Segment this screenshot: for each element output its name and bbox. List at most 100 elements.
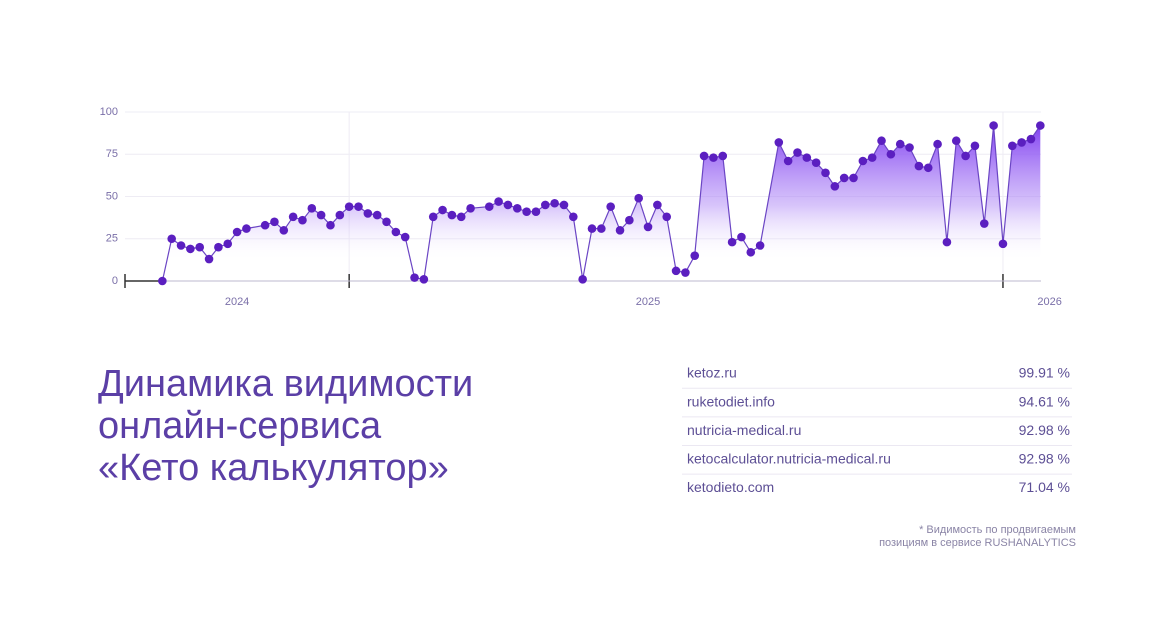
- point: [923, 163, 933, 173]
- point: [961, 151, 970, 161]
- point: [288, 212, 298, 222]
- point: [783, 156, 793, 166]
- point: [979, 219, 989, 228]
- point: [512, 204, 522, 213]
- point: [503, 200, 513, 210]
- heading-line: «Кето калькулятор»: [98, 447, 449, 489]
- site-name: ruketodiet.info: [687, 393, 775, 409]
- point: [410, 273, 419, 282]
- point: [232, 227, 242, 237]
- point: [307, 204, 317, 213]
- point: [344, 202, 354, 211]
- y-tick-label: 75: [106, 148, 118, 160]
- x-tick-label: 2024: [225, 296, 249, 308]
- point: [298, 215, 307, 225]
- y-tick-label: 50: [106, 190, 118, 202]
- point: [793, 148, 802, 157]
- x-tick-label: 2026: [1037, 296, 1061, 308]
- heading-line: Динамика видимости: [98, 363, 473, 405]
- point: [316, 210, 326, 220]
- point: [634, 193, 643, 203]
- point: [1017, 138, 1026, 147]
- point: [886, 149, 896, 159]
- point: [204, 254, 214, 264]
- x-tick-label: 2025: [636, 296, 660, 308]
- point: [270, 217, 279, 227]
- point: [1026, 134, 1036, 144]
- point: [774, 138, 784, 147]
- point: [587, 224, 597, 233]
- point: [895, 139, 905, 149]
- point: [839, 173, 849, 183]
- footnote-line: * Видимость по продвигаемым: [919, 524, 1076, 536]
- site-visibility: 94.61 %: [1019, 393, 1070, 409]
- point: [970, 141, 980, 151]
- point: [569, 212, 578, 222]
- point: [709, 153, 718, 162]
- point: [195, 242, 205, 252]
- y-tick-label: 0: [112, 275, 118, 287]
- point: [335, 210, 345, 220]
- point: [167, 234, 176, 244]
- heading-line: онлайн-сервиса: [98, 405, 382, 447]
- point: [1008, 141, 1017, 151]
- point: [830, 182, 840, 191]
- point: [867, 153, 877, 162]
- point: [858, 156, 868, 166]
- site-visibility: 92.98 %: [1019, 451, 1070, 467]
- point: [597, 224, 606, 233]
- point: [1036, 121, 1045, 130]
- point: [914, 161, 924, 171]
- point: [550, 198, 559, 208]
- point: [214, 242, 223, 252]
- point: [466, 204, 475, 213]
- point: [438, 205, 447, 215]
- point: [176, 241, 186, 250]
- point: [746, 247, 756, 257]
- point: [279, 226, 289, 235]
- point: [372, 210, 382, 220]
- point: [456, 212, 466, 222]
- site-name: nutricia-medical.ru: [687, 422, 801, 438]
- point: [802, 153, 812, 162]
- point: [877, 136, 886, 146]
- site-visibility: 99.91 %: [1019, 365, 1070, 381]
- point: [354, 202, 363, 211]
- point: [494, 197, 503, 206]
- point: [186, 244, 195, 254]
- point: [690, 251, 700, 260]
- point: [681, 268, 690, 277]
- site-name: ketocalculator.nutricia-medical.ru: [687, 451, 891, 467]
- point: [615, 226, 625, 235]
- point: [662, 212, 672, 222]
- point: [989, 121, 998, 130]
- point: [737, 232, 746, 242]
- point: [400, 232, 410, 242]
- point: [727, 237, 737, 247]
- site-visibility: 71.04 %: [1019, 479, 1070, 495]
- area: [162, 125, 1041, 281]
- point: [223, 239, 233, 249]
- point: [951, 136, 961, 146]
- point: [755, 241, 765, 250]
- point: [541, 200, 550, 210]
- point: [260, 220, 270, 230]
- point: [643, 222, 653, 232]
- footnote-line: позициям в сервисе RUSHANALYTICS: [879, 537, 1076, 549]
- point: [522, 207, 531, 217]
- point: [998, 239, 1008, 249]
- point: [653, 200, 662, 210]
- point: [559, 200, 569, 210]
- point: [905, 143, 914, 152]
- point: [447, 210, 457, 220]
- point: [158, 276, 167, 286]
- point: [428, 212, 438, 222]
- point: [606, 202, 615, 211]
- point: [821, 168, 830, 178]
- point: [382, 217, 391, 227]
- point: [419, 275, 429, 284]
- point: [718, 151, 728, 161]
- point: [625, 215, 634, 225]
- point: [578, 275, 587, 284]
